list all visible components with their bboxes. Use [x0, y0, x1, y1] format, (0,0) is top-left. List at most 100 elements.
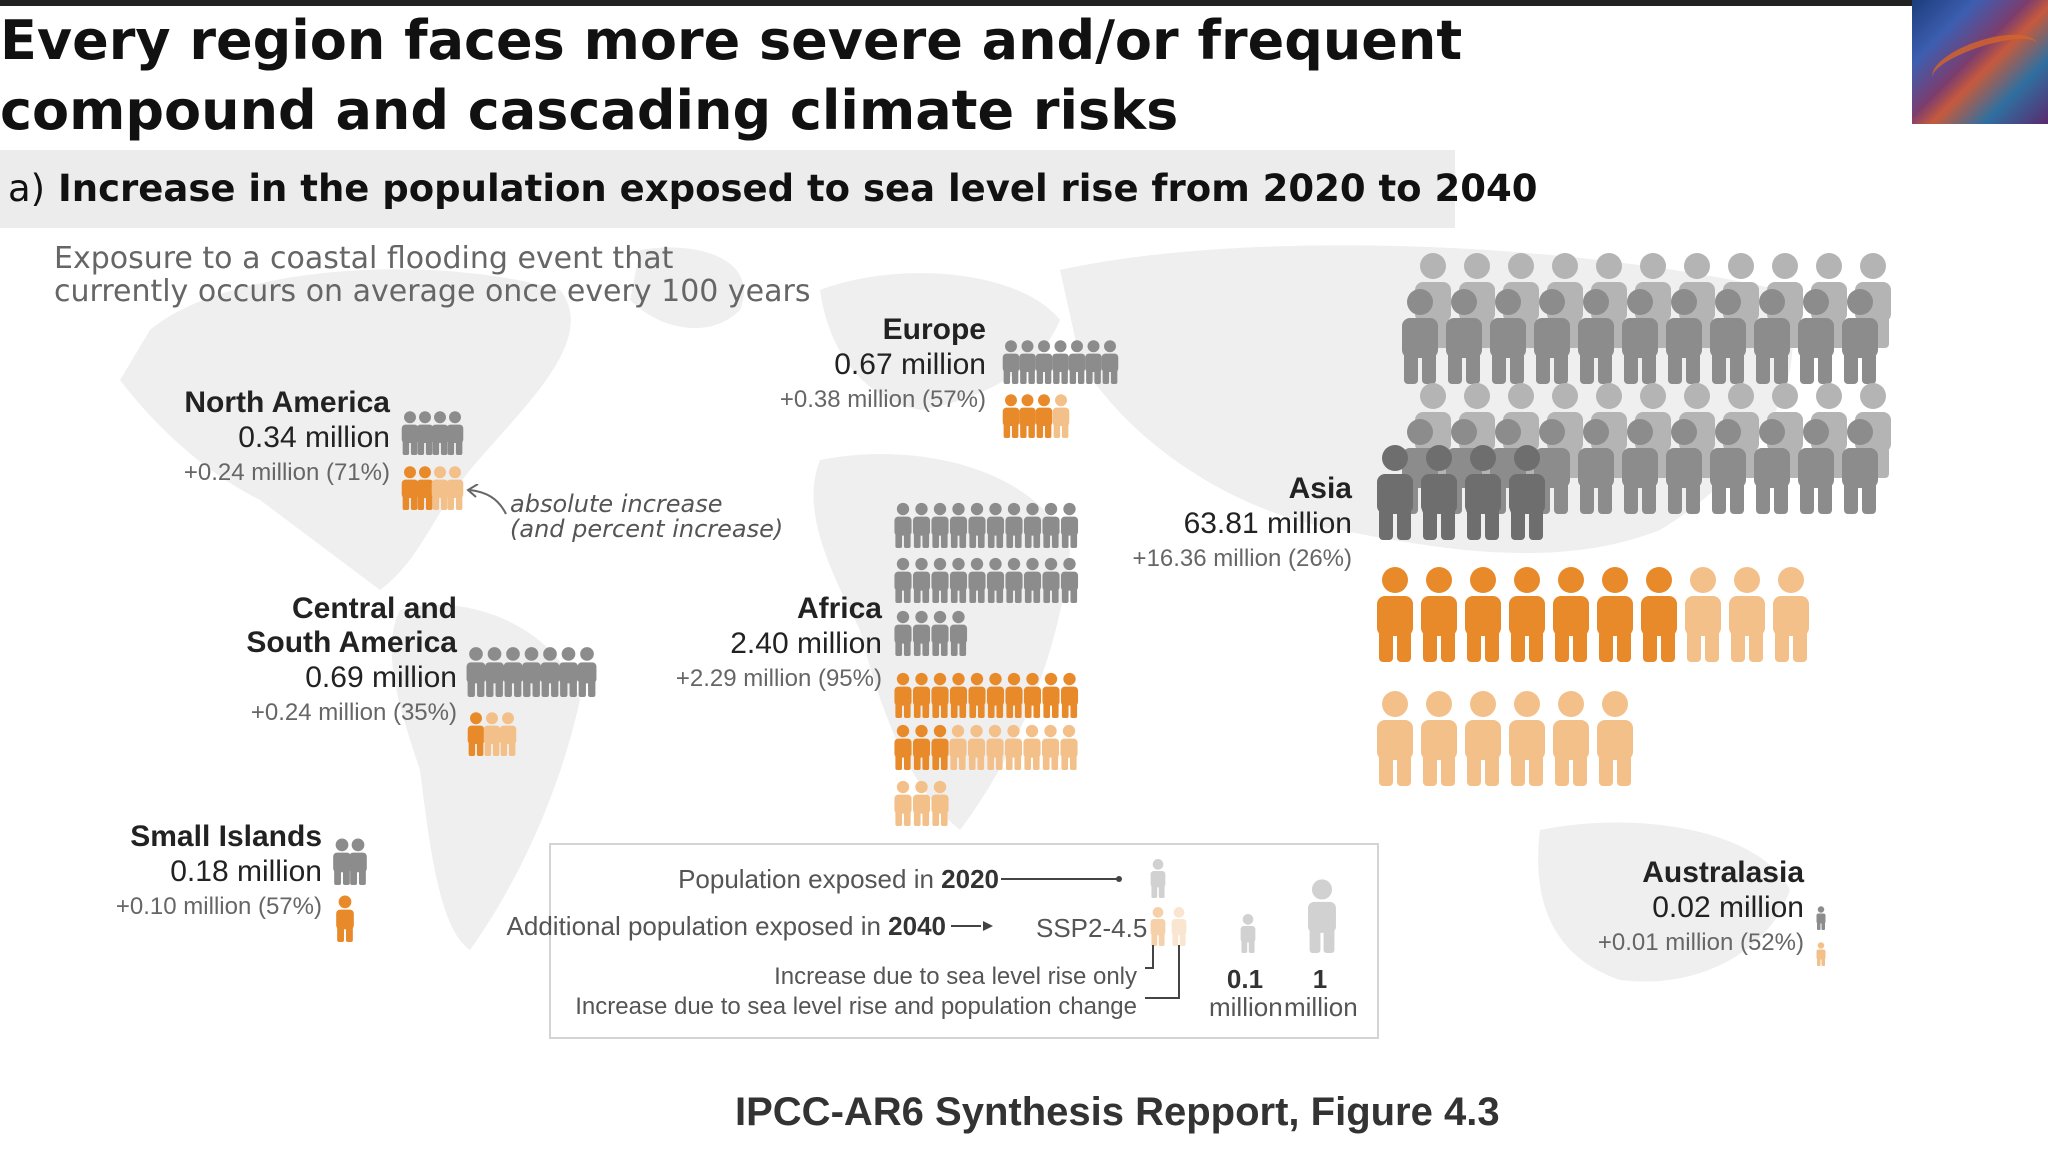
region-asia: Asia 63.81 million +16.36 million (26%) — [1133, 472, 1352, 577]
pictogram-increase-slr-only — [931, 724, 949, 770]
region-name: Asia — [1288, 472, 1352, 505]
pictogram-exposed-2020 — [1446, 289, 1482, 384]
region-australasia: Australasia 0.02 million +0.01 million (… — [1598, 856, 1804, 961]
pictogram-exposed-2020 — [1490, 289, 1526, 384]
legend-additional-label: Additional population exposed in 2040 — [506, 911, 946, 941]
pictogram-increase-slr-pop — [431, 466, 449, 510]
region-north-america: North America 0.34 million +0.24 million… — [184, 386, 390, 491]
annotation-line-1: absolute increase — [510, 490, 723, 518]
europe-landmass — [820, 273, 1060, 410]
legend-slr-only: Increase due to sea level rise only — [774, 963, 1137, 990]
pictogram-exposed-2020 — [1578, 419, 1614, 514]
pictogram-exposed-2020 — [1710, 419, 1746, 514]
presenter-thumbnail — [1912, 0, 2048, 124]
pictogram-increase-slr-only — [1005, 672, 1023, 718]
pictogram-exposed-2020 — [931, 502, 949, 548]
pictogram-exposed-2020 — [1019, 340, 1036, 384]
pictogram-exposed-2020 — [912, 557, 931, 603]
pictogram-exposed-2020 — [1060, 557, 1079, 603]
legend-exposed-label: Population exposed in 2020 — [678, 864, 999, 894]
pictogram-exposed-2020 — [1023, 557, 1042, 603]
pictogram-exposed-2020 — [1798, 289, 1834, 384]
region-increase: +0.24 million (71%) — [183, 459, 390, 486]
pictogram-increase-slr-only — [1509, 567, 1545, 662]
pictogram-increase-slr-pop — [1597, 691, 1633, 786]
pictogram-exposed-2020 — [1068, 340, 1086, 384]
pictogram-increase-slr-pop — [483, 712, 501, 756]
pictogram-increase-slr-pop — [912, 780, 931, 826]
pictogram-exposed-2020 — [986, 502, 1005, 548]
legend-scale-large: 1 million — [1284, 965, 1358, 1021]
pictogram-increase-slr-pop — [1041, 724, 1060, 770]
pictogram-exposed-2020 — [1060, 502, 1079, 548]
panel-title-text: Increase in the population exposed to se… — [58, 167, 1538, 210]
pictogram-exposed-2020 — [986, 557, 1005, 603]
region-name: Africa — [796, 592, 882, 625]
pictogram-exposed-2020 — [1035, 340, 1053, 384]
pictogram-exposed-2020 — [1002, 340, 1020, 384]
pictogram-increase-slr-pop — [1553, 691, 1589, 786]
region-name: Australasia — [1642, 856, 1804, 889]
pictogram-exposed-2020 — [931, 610, 949, 656]
pictogram-increase-slr-only — [1421, 567, 1457, 662]
pictogram-exposed-2020 — [466, 647, 486, 697]
pictogram-exposed-2020 — [503, 647, 523, 697]
pictogram-exposed-2020 — [485, 647, 504, 697]
pictogram-exposed-2020 — [1578, 289, 1614, 384]
region-name: North America — [184, 386, 390, 419]
pictogram-exposed-2020 — [1101, 340, 1119, 384]
pictogram-increase-slr-pop — [1509, 691, 1545, 786]
pictogram-exposed-2020 — [894, 557, 912, 603]
pictogram-increase-slr-only — [986, 672, 1005, 718]
pictogram-increase-slr-pop — [949, 724, 967, 770]
pictogram-exposed-2020 — [912, 502, 931, 548]
pictogram-exposed-2020 — [1377, 445, 1413, 540]
region-small-islands: Small Islands 0.18 million +0.10 million… — [116, 820, 322, 925]
pictogram-exposed-2020 — [401, 411, 419, 455]
region-value: 0.69 million — [305, 661, 457, 694]
pictogram-exposed-2020 — [1754, 419, 1790, 514]
legend-scale-small: 0.1 million — [1209, 964, 1283, 1021]
pictogram-increase-slr-only — [968, 672, 986, 718]
pictogram-exposed-2020 — [1465, 445, 1501, 540]
pictogram-increase-slr-pop — [1816, 942, 1826, 966]
pictogram-increase-slr-pop — [1685, 567, 1721, 662]
pictogram-exposed-2020 — [968, 557, 986, 603]
pictogram-increase-slr-pop — [1773, 567, 1809, 662]
pictogram-exposed-2020 — [1005, 502, 1023, 548]
pictogram-exposed-2020 — [931, 557, 949, 603]
pictogram-increase-slr-only — [912, 724, 931, 770]
pictogram-increase-slr-only — [1060, 672, 1079, 718]
annotation-line-2: (and percent increase) — [510, 515, 784, 543]
scale-small-value: 0.1 — [1226, 964, 1264, 994]
pictogram-increase-slr-pop — [1377, 691, 1413, 786]
pictogram-increase-slr-only — [416, 466, 434, 510]
region-value: 63.81 million — [1183, 507, 1352, 540]
pictogram-increase-slr-only — [894, 724, 912, 770]
pictogram-exposed-2020 — [446, 411, 464, 455]
australia-landmass — [1538, 822, 1790, 982]
pictogram-increase-slr-only — [467, 712, 485, 756]
legend-scenario: SSP2-4.5 — [1036, 913, 1148, 943]
region-increase: +0.24 million (35%) — [250, 699, 457, 726]
pictogram-exposed-2020 — [559, 647, 578, 697]
pictogram-increase-slr-pop — [1421, 691, 1457, 786]
pictogram-increase-slr-pop — [1023, 724, 1041, 770]
pictogram-exposed-2020 — [1754, 289, 1790, 384]
region-value: 0.02 million — [1652, 891, 1804, 924]
pictogram-exposed-2020 — [431, 411, 449, 455]
pictogram-exposed-2020 — [1402, 289, 1438, 384]
pictogram-exposed-2020 — [1042, 502, 1060, 548]
annotation-note: absolute increase (and percent increase) — [510, 492, 783, 542]
legend-box: Population exposed in 2020 Additional po… — [507, 843, 1379, 1039]
region-value: 0.34 million — [238, 421, 390, 454]
pictogram-increase-slr-only — [1377, 567, 1413, 662]
pictogram-increase-slr-only — [336, 895, 354, 942]
region-value: 0.67 million — [834, 348, 986, 381]
region-value: 2.40 million — [730, 627, 882, 660]
pictogram-increase-slr-only — [1553, 567, 1589, 662]
figure-caption: Exposure to a coastal flooding event tha… — [54, 242, 810, 308]
pictogram-exposed-2020 — [1622, 419, 1658, 514]
pictogram-increase-slr-only — [1002, 394, 1020, 438]
panel-title: a) Increase in the population exposed to… — [8, 160, 1537, 218]
